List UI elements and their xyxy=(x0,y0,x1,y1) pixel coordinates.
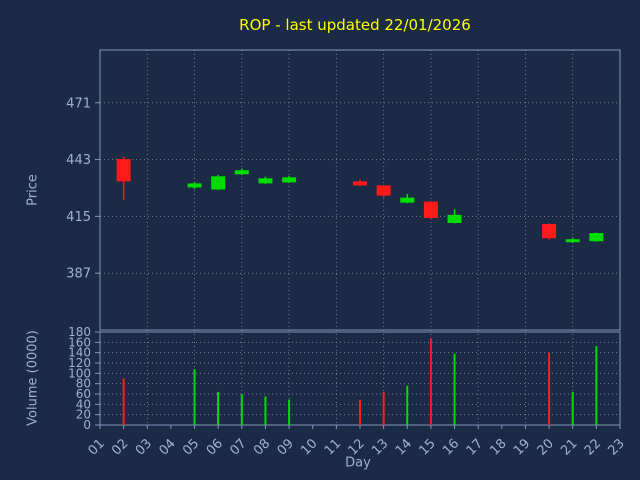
candle-day-07 xyxy=(234,168,249,175)
day-tick-label: 10 xyxy=(298,436,320,458)
day-tick-label: 15 xyxy=(416,436,438,458)
day-tick-label: 23 xyxy=(606,436,628,458)
candle-day-22 xyxy=(589,232,604,242)
day-tick-label: 14 xyxy=(393,436,415,458)
day-tick-label: 01 xyxy=(86,436,108,458)
volume-tick-label: 120 xyxy=(68,356,91,370)
volume-tick-label: 100 xyxy=(68,366,91,380)
candle-day-05 xyxy=(187,181,202,189)
axis-ticks xyxy=(95,102,621,429)
day-tick-label: 22 xyxy=(582,436,604,458)
day-tick-label: 18 xyxy=(487,436,509,458)
volume-tick-label: 60 xyxy=(76,387,91,401)
day-tick-label: 05 xyxy=(180,436,202,458)
volume-tick-label: 40 xyxy=(76,397,91,411)
day-tick-label: 21 xyxy=(558,436,580,458)
candle-day-02 xyxy=(116,156,131,201)
day-tick-label: 06 xyxy=(204,436,226,458)
candle-day-08 xyxy=(258,176,273,184)
price-tick-label: 443 xyxy=(66,153,91,168)
candle-day-21 xyxy=(565,237,580,243)
price-tick-label: 387 xyxy=(66,267,91,282)
day-tick-label: 17 xyxy=(464,436,486,458)
candle-day-14 xyxy=(400,194,415,204)
day-tick-label: 11 xyxy=(322,436,344,458)
volume-tick-label: 20 xyxy=(76,408,91,422)
panel-borders xyxy=(99,49,621,426)
volume-tick-label: 80 xyxy=(76,377,91,391)
volume-tick-label: 140 xyxy=(68,346,91,360)
candle-day-06 xyxy=(211,174,226,190)
day-tick-label: 19 xyxy=(511,436,533,458)
day-tick-label: 09 xyxy=(275,436,297,458)
candle-day-09 xyxy=(282,175,297,183)
day-tick-label: 08 xyxy=(251,436,273,458)
grid-lines xyxy=(99,50,621,425)
day-tick-label: 12 xyxy=(346,436,368,458)
candlesticks xyxy=(116,156,604,243)
day-tick-label: 04 xyxy=(156,436,178,458)
price-tick-label: 471 xyxy=(66,96,91,111)
day-tick-label: 03 xyxy=(133,436,155,458)
day-tick-label: 07 xyxy=(227,436,249,458)
candle-day-15 xyxy=(423,201,438,220)
day-tick-label: 16 xyxy=(440,436,462,458)
day-tick-label: 20 xyxy=(535,436,557,458)
volume-bars xyxy=(122,338,598,425)
candle-day-13 xyxy=(376,184,391,198)
day-tick-label: 02 xyxy=(109,436,131,458)
volume-tick-label: 180 xyxy=(68,325,91,339)
candle-day-12 xyxy=(353,179,367,186)
day-tick-label: 13 xyxy=(369,436,391,458)
price-tick-label: 415 xyxy=(66,210,91,225)
candle-day-20 xyxy=(542,223,557,240)
volume-tick-label: 0 xyxy=(83,418,91,432)
volume-tick-label: 160 xyxy=(68,335,91,349)
candle-day-16 xyxy=(447,209,462,224)
chart-title: ROP - last updated 22/01/2026 xyxy=(239,16,471,34)
day-axis-label: Day xyxy=(345,455,371,471)
